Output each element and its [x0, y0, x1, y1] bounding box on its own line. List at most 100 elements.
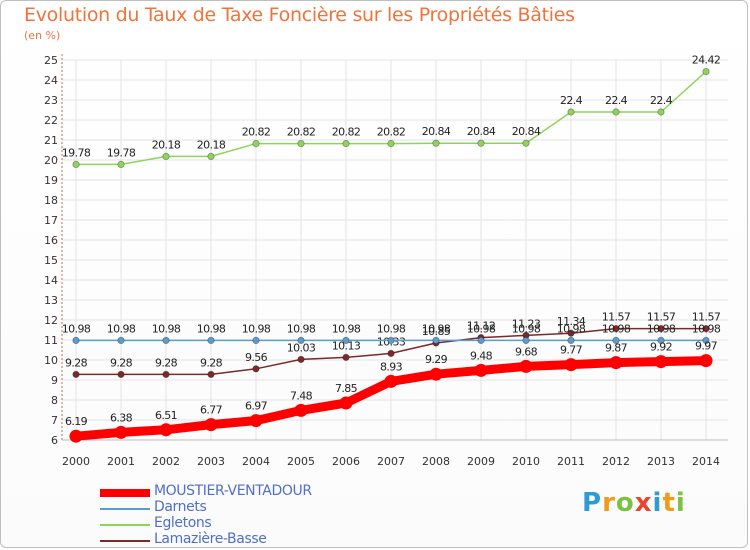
data-point-egletons: [432, 139, 440, 147]
data-point-lamazi-re-basse: [342, 353, 350, 361]
data-label-egletons: 19.78: [107, 146, 136, 159]
x-tick-label: 2003: [197, 455, 225, 468]
data-point-moustier-ventadour: [699, 354, 713, 368]
data-point-moustier-ventadour: [294, 403, 308, 417]
data-label-lamazi-re-basse: 9.56: [245, 351, 268, 364]
data-point-lamazi-re-basse: [72, 370, 80, 378]
data-point-moustier-ventadour: [384, 374, 398, 388]
data-label-darnets: 10.98: [242, 322, 271, 335]
data-point-lamazi-re-basse: [702, 324, 710, 333]
data-label-darnets: 10.98: [377, 322, 406, 335]
legend-swatch-lamaziere: [100, 540, 150, 542]
legend-label-darnets: Darnets: [154, 499, 207, 515]
data-label-egletons: 20.82: [332, 126, 361, 139]
logo-letter: i: [675, 488, 686, 518]
data-label-lamazi-re-basse: 11.34: [557, 315, 586, 328]
logo-letter: x: [634, 488, 653, 518]
data-label-egletons: 22.4: [605, 94, 628, 107]
data-point-egletons: [252, 140, 260, 148]
chart-title: Evolution du Taux de Taxe Foncière sur l…: [24, 4, 575, 26]
y-tick-label: 21: [44, 134, 58, 147]
data-label-darnets: 10.98: [107, 322, 136, 335]
logo-letter: r: [602, 488, 616, 518]
data-label-egletons: 20.18: [152, 138, 181, 151]
data-point-egletons: [657, 108, 665, 116]
data-point-darnets: [162, 336, 170, 344]
data-label-lamazi-re-basse: 9.28: [155, 356, 178, 369]
y-tick-label: 14: [44, 274, 58, 287]
data-label-darnets: 10.98: [647, 322, 676, 335]
data-point-egletons: [117, 160, 125, 168]
data-label-moustier-ventadour: 9.92: [650, 341, 672, 354]
x-tick-label: 2006: [332, 455, 360, 468]
data-label-moustier-ventadour: 9.68: [515, 345, 538, 358]
data-label-moustier-ventadour: 9.87: [605, 342, 628, 355]
x-tick-label: 2007: [377, 455, 405, 468]
data-label-egletons: 20.84: [512, 125, 541, 138]
data-label-moustier-ventadour: 9.29: [425, 353, 448, 366]
data-label-moustier-ventadour: 6.38: [110, 411, 133, 424]
data-label-moustier-ventadour: 9.48: [470, 349, 493, 362]
data-point-moustier-ventadour: [429, 367, 443, 381]
x-tick-label: 2001: [107, 455, 135, 468]
data-point-egletons: [522, 139, 530, 147]
data-point-darnets: [432, 336, 440, 344]
data-point-moustier-ventadour: [249, 414, 263, 428]
legend-swatch-moustier: [100, 489, 150, 497]
data-point-darnets: [342, 336, 350, 344]
data-label-lamazi-re-basse: 11.57: [602, 311, 631, 324]
data-label-moustier-ventadour: 8.93: [380, 360, 403, 373]
y-tick-label: 18: [44, 194, 58, 207]
data-label-egletons: 22.4: [650, 94, 673, 107]
data-label-darnets: 10.98: [602, 322, 631, 335]
data-label-darnets: 10.98: [422, 322, 451, 335]
data-point-darnets: [72, 336, 80, 344]
data-point-egletons: [612, 108, 620, 116]
x-tick-label: 2012: [602, 455, 630, 468]
data-label-lamazi-re-basse: 10.03: [287, 341, 316, 354]
x-tick-label: 2002: [152, 455, 180, 468]
data-point-moustier-ventadour: [204, 418, 218, 432]
data-label-egletons: 22.4: [560, 94, 583, 107]
data-point-lamazi-re-basse: [612, 324, 620, 333]
data-point-egletons: [297, 140, 305, 148]
logo-letter: P: [582, 488, 603, 518]
chart-unit-label: (en %): [24, 29, 61, 42]
data-point-darnets: [522, 336, 530, 344]
y-tick-label: 6: [51, 434, 58, 447]
data-label-egletons: 24.42: [692, 54, 721, 67]
data-label-moustier-ventadour: 6.77: [200, 404, 223, 417]
data-point-egletons: [477, 139, 485, 147]
data-label-lamazi-re-basse: 11.23: [512, 317, 541, 330]
y-tick-label: 10: [44, 354, 58, 367]
data-label-lamazi-re-basse: 10.13: [332, 339, 361, 352]
data-label-darnets: 10.98: [197, 322, 226, 335]
data-label-egletons: 20.82: [242, 126, 271, 139]
y-tick-label: 16: [44, 234, 58, 247]
data-label-moustier-ventadour: 6.97: [245, 400, 268, 413]
x-tick-label: 2010: [512, 455, 540, 468]
data-point-lamazi-re-basse: [252, 365, 260, 373]
data-point-darnets: [477, 336, 485, 344]
data-label-moustier-ventadour: 7.85: [335, 382, 358, 395]
data-label-moustier-ventadour: 6.19: [65, 415, 88, 428]
data-point-moustier-ventadour: [609, 356, 623, 370]
y-tick-label: 7: [51, 414, 58, 427]
data-point-egletons: [72, 160, 80, 168]
data-label-egletons: 20.82: [287, 126, 316, 139]
x-tick-label: 2005: [287, 455, 315, 468]
legend-label-lamaziere: Lamazière-Basse: [154, 531, 267, 547]
data-point-darnets: [657, 336, 665, 344]
data-point-lamazi-re-basse: [162, 370, 170, 378]
y-tick-label: 8: [51, 394, 58, 407]
data-point-darnets: [252, 336, 260, 344]
data-point-moustier-ventadour: [339, 396, 353, 410]
data-point-darnets: [567, 336, 575, 344]
y-tick-label: 9: [51, 374, 58, 387]
data-point-darnets: [297, 336, 305, 344]
data-point-lamazi-re-basse: [117, 370, 125, 378]
logo-letter: i: [652, 488, 663, 518]
data-label-darnets: 10.98: [62, 322, 91, 335]
